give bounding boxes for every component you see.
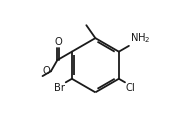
Text: NH$_2$: NH$_2$	[130, 31, 150, 45]
Text: O: O	[54, 37, 62, 47]
Text: Br: Br	[54, 83, 65, 93]
Text: Cl: Cl	[126, 83, 135, 93]
Text: O: O	[42, 66, 50, 76]
